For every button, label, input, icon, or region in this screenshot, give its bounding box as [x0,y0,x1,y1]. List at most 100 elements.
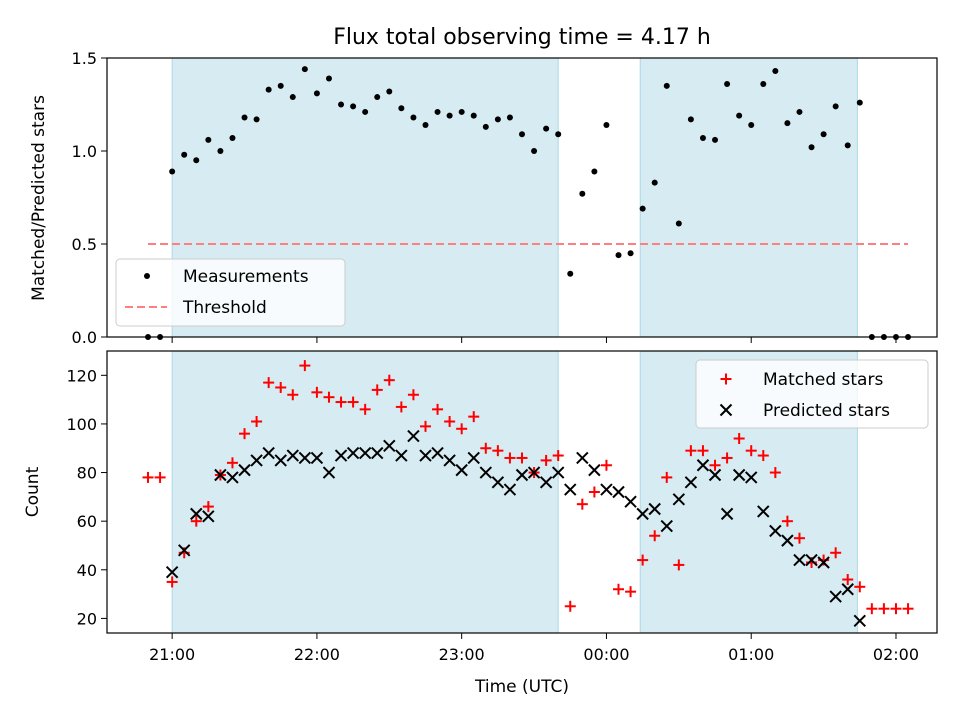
predicted-star-point [358,446,372,460]
y-tick-label: 1.5 [72,49,97,68]
measurement-point [193,157,200,164]
matched-star-point [142,471,154,483]
matched-star-point [625,586,637,598]
measurement-point [832,103,839,110]
measurement-point [760,81,767,88]
predicted-star-point [576,451,589,465]
axes-frame [106,350,938,634]
matched-star-point [649,530,661,542]
x-tick-label: 22:00 [294,645,340,664]
measurement-point [446,112,453,119]
predicted-star-point [262,446,275,460]
measurement-point [362,108,369,115]
predicted-star-point [732,468,746,482]
matched-star-point [456,423,468,435]
measurement-point [591,168,598,175]
measurement-point [494,116,501,123]
measurement-point [724,81,731,88]
predicted-star-point [455,463,468,477]
matched-star-point [600,459,612,471]
y-tick-label: 40 [77,561,97,580]
matched-star-point [275,381,287,393]
predicted-star-point [419,449,432,462]
predicted-star-point [600,483,613,496]
measurement-point [313,90,320,97]
y-tick-label: 0.5 [72,235,97,254]
chart-title: Flux total observing time = 4.17 h [333,25,711,50]
predicted-star-point [407,429,420,443]
legend-matched-marker [720,373,732,385]
predicted-star-point [202,510,215,523]
matched-star-point [335,396,347,408]
predicted-star-point [178,544,191,557]
legend-predicted-marker [719,403,733,417]
predicted-star-point [479,466,493,479]
matched-star-point [866,603,878,615]
measurement-point [796,108,803,115]
predicted-star-point [757,505,770,518]
matched-star-point [854,581,866,593]
predicted-star-point [829,590,842,603]
measurement-point [820,131,827,138]
predicted-star-point [648,502,661,516]
predicted-star-point [588,463,601,477]
predicted-star-point [515,468,529,482]
predicted-star-point [238,463,251,477]
matched-star-point [637,554,649,566]
measurement-point [253,116,260,123]
predicted-star-point [443,454,456,467]
predicted-star-point [745,471,758,484]
predicted-star-point [250,454,263,467]
measurement-point [567,270,574,277]
x-tick-label: 23:00 [439,645,485,664]
matched-star-point [323,391,335,403]
measurement-point [712,136,719,143]
y-tick-label: 60 [77,512,97,531]
predicted-star-point [371,446,384,460]
measurement-point [181,151,188,158]
measurement-point [675,220,682,227]
measurement-point [422,121,429,128]
matched-star-point [407,389,419,401]
matched-star-point [419,420,431,432]
matched-star-point [733,433,745,445]
predicted-star-point [346,446,360,460]
top-legend [115,258,346,327]
x-tick-label: 01:00 [728,645,774,664]
predicted-star-point [684,476,698,489]
matched-star-point [769,467,781,479]
predicted-star-point [624,495,637,508]
predicted-star-point [564,483,577,496]
matched-star-point [697,445,709,457]
measurement-point [555,131,562,138]
predicted-star-point [322,466,336,479]
matched-star-point [516,452,528,464]
predicted-star-point [636,507,649,521]
measurement-point [229,134,236,141]
measurement-point [772,68,779,75]
predicted-star-point [214,468,227,482]
predicted-star-point [467,451,480,465]
predicted-star-point [539,476,553,489]
matched-star-point [299,360,311,372]
matched-star-point [793,532,805,544]
predicted-star-point [491,476,505,489]
matched-star-point [709,459,721,471]
matched-star-point [540,454,552,466]
predicted-star-point [781,534,794,547]
measurement-point [748,121,755,128]
x-tick-label: 21:00 [149,645,195,664]
predicted-star-point [841,583,854,596]
x-axis-label: Time (UTC) [474,677,569,697]
matched-star-point [395,401,407,413]
predicted-star-point [334,449,348,462]
predicted-star-point [805,553,818,567]
matched-star-point [757,450,769,462]
predicted-star-point [612,485,625,499]
measurement-point [699,134,706,141]
matched-star-point [564,600,576,612]
predicted-star-point [769,524,782,538]
measurement-point [386,88,393,95]
measurement-point [687,116,694,123]
matched-star-point [432,403,444,415]
